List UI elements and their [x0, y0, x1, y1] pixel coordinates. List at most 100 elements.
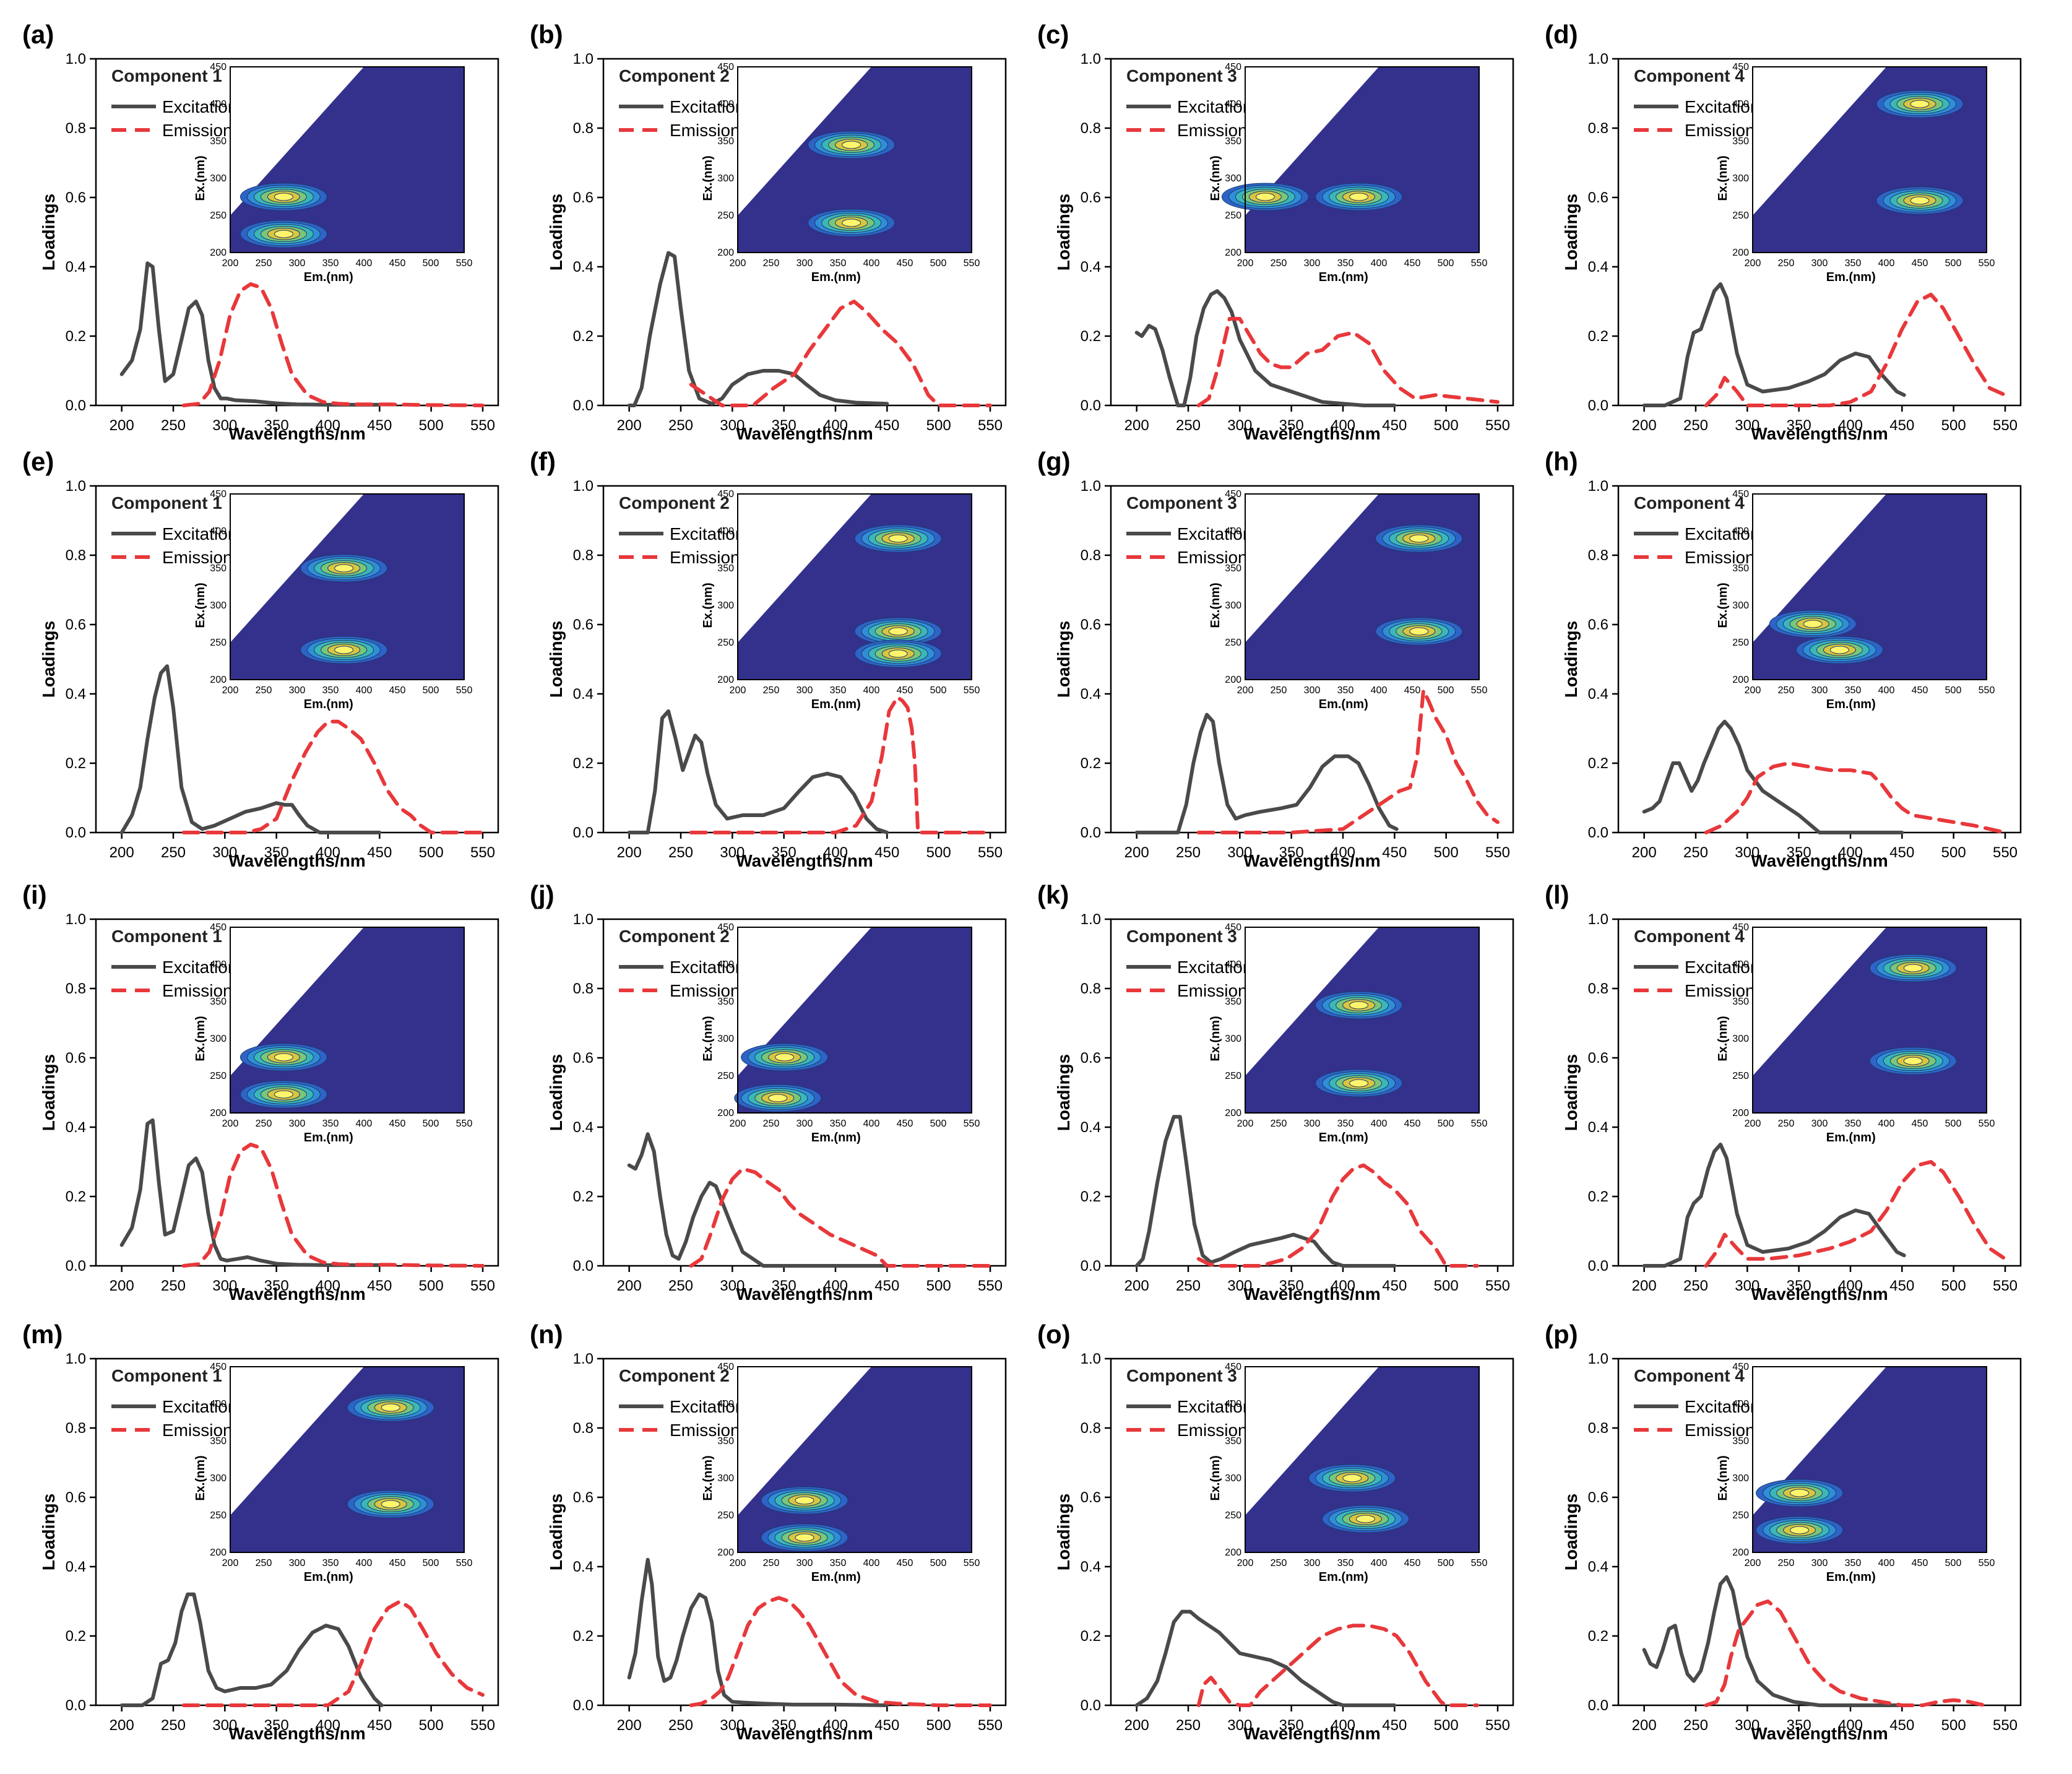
x-tick-label: 300: [1227, 1278, 1252, 1294]
axes-frame: [1617, 918, 2022, 1267]
inset-x-tick-label: 500: [1945, 1118, 1962, 1129]
x-axis-label: Wavelengths/nm: [1751, 424, 1888, 443]
x-tick-label: 200: [617, 417, 642, 434]
y-tick-label: 0.2: [573, 1628, 594, 1645]
inset-y-tick-label: 450: [1732, 922, 1749, 933]
inset-y-tick-label: 300: [210, 600, 227, 611]
legend-emission-label: Emission: [162, 981, 233, 1000]
y-tick-label: 0.6: [66, 1489, 86, 1506]
panel-label: (g): [1037, 447, 1071, 476]
component-title: Component 3: [1126, 66, 1237, 85]
inset-y-label: Ex.(nm): [701, 1016, 715, 1061]
inset-x-tick-label: 550: [1979, 1558, 1995, 1568]
x-tick-label: 250: [1683, 844, 1708, 861]
x-tick-label: 350: [772, 1717, 796, 1734]
x-tick-label: 200: [1632, 1717, 1657, 1734]
y-tick-label: 0.2: [66, 1188, 86, 1205]
y-tick-label: 1.0: [1588, 1351, 1608, 1367]
inset-x-tick-label: 500: [423, 685, 439, 696]
x-tick-label: 400: [1331, 1717, 1355, 1734]
x-tick-label: 200: [1632, 417, 1657, 434]
y-tick-label: 0.6: [1588, 189, 1608, 206]
inset-contour-level: [1910, 196, 1930, 205]
y-axis-label: Loadings: [546, 194, 566, 270]
inset-x-tick-label: 250: [1778, 1558, 1795, 1568]
inset-contour-plot: 200 250 300 350 400 450 500 550 200 250 300 350 400 4…: [1716, 62, 1995, 284]
inset-contour-level: [1409, 627, 1429, 636]
inset-x-tick-label: 550: [964, 685, 980, 696]
y-tick-label: 0.6: [1588, 1489, 1608, 1506]
y-tick-label: 0.6: [573, 189, 594, 206]
x-tick-label: 300: [1227, 844, 1252, 861]
inset-x-tick-label: 250: [1271, 685, 1287, 696]
inset-contour-level: [1409, 534, 1429, 543]
inset-contour-level: [274, 230, 293, 238]
inset-x-tick-label: 400: [1878, 1558, 1895, 1568]
inset-y-tick-label: 450: [210, 1362, 227, 1372]
inset-x-label: Em.(nm): [1826, 1131, 1876, 1144]
y-tick-label: 0.0: [1588, 1258, 1608, 1274]
y-tick-label: 1.0: [1588, 911, 1608, 928]
inset-x-tick-label: 550: [1979, 685, 1995, 696]
inset-x-tick-label: 550: [456, 258, 473, 269]
inset-x-tick-label: 350: [322, 1558, 339, 1568]
x-tick-label: 400: [823, 1717, 848, 1734]
inset-frame: [1245, 493, 1480, 680]
inset-x-tick-label: 500: [1945, 1558, 1962, 1568]
component-title: Component 4: [1634, 1366, 1745, 1385]
excitation-line: [1134, 712, 1399, 834]
x-axis-label: Wavelengths/nm: [1751, 1284, 1888, 1304]
y-tick-label: 0.6: [1081, 189, 1101, 206]
inset-frame: [737, 1366, 972, 1553]
y-tick-label: 1.0: [66, 51, 86, 67]
x-tick-label: 400: [1331, 1278, 1355, 1294]
inset-x-tick-label: 450: [1404, 1558, 1421, 1568]
inset-y-tick-label: 350: [717, 136, 734, 147]
x-axis-label: Wavelengths/nm: [1243, 424, 1380, 443]
inset-contour-level: [274, 1053, 293, 1062]
inset-frame: [737, 66, 972, 253]
inset-x-tick-label: 500: [930, 685, 947, 696]
y-axis-label: Loadings: [1054, 1494, 1073, 1570]
panel-label: (c): [1037, 20, 1069, 49]
inset-x-tick-label: 350: [1845, 685, 1862, 696]
inset-frame: [737, 927, 972, 1114]
x-tick-label: 350: [1787, 1278, 1811, 1294]
inset-y-tick-label: 350: [210, 1436, 227, 1447]
inset-x-tick-label: 450: [1912, 1558, 1928, 1568]
y-tick-label: 0.0: [573, 1697, 594, 1714]
inset-frame: [737, 493, 972, 680]
emission-line: [1196, 688, 1500, 834]
inset-x-tick-label: 250: [1778, 258, 1795, 269]
inset-y-tick-label: 350: [210, 563, 227, 574]
panel-label: (h): [1545, 447, 1578, 476]
inset-x-tick-label: 400: [356, 1558, 373, 1568]
x-tick-label: 250: [668, 1717, 693, 1734]
inset-y-tick-label: 300: [210, 1034, 227, 1044]
inset-contour-plot: 200 250 300 350 400 450 500 550 200 250 300 350 400 4…: [1209, 922, 1487, 1144]
x-tick-label: 200: [1124, 844, 1149, 861]
x-tick-label: 450: [367, 1717, 392, 1734]
inset-contour-level: [274, 1090, 293, 1099]
axes-frame: [1110, 918, 1514, 1267]
x-tick-label: 250: [668, 417, 693, 434]
y-tick-label: 0.6: [66, 1050, 86, 1067]
inset-x-tick-label: 450: [1912, 258, 1928, 269]
inset-x-tick-label: 400: [356, 258, 373, 269]
y-tick-label: 0.0: [66, 1697, 86, 1714]
panel-label: (i): [22, 880, 47, 909]
inset-x-tick-label: 200: [1745, 258, 1761, 269]
inset-x-tick-label: 200: [1237, 685, 1254, 696]
inset-contour-level: [1255, 193, 1275, 201]
x-tick-label: 350: [264, 1717, 289, 1734]
inset-x-tick-label: 550: [456, 1118, 473, 1129]
panel-label: (m): [22, 1320, 63, 1349]
x-tick-label: 400: [823, 844, 848, 861]
emission-line: [181, 719, 485, 834]
y-tick-label: 0.2: [1588, 755, 1608, 772]
x-axis-label: Wavelengths/nm: [736, 424, 873, 443]
inset-x-tick-label: 350: [830, 258, 847, 269]
x-tick-label: 550: [470, 417, 495, 434]
x-tick-label: 450: [1889, 417, 1914, 434]
inset-y-tick-label: 250: [1732, 1510, 1749, 1521]
